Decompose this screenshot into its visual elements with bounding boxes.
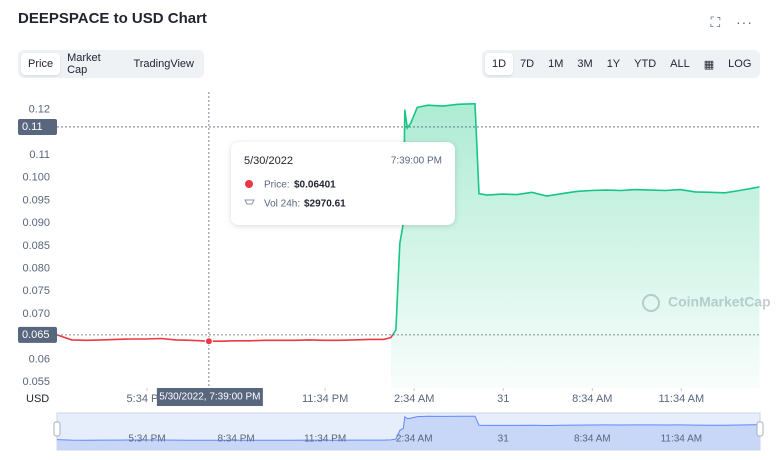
tooltip-time: 7:39:00 PM (391, 156, 442, 167)
navigator-tick-label: 2:34 AM (396, 434, 433, 445)
range-button[interactable]: 1Y (606, 58, 621, 70)
log-button[interactable]: LOG (728, 58, 752, 70)
price-label: 0.065 (22, 329, 50, 341)
price-line (56, 103, 760, 342)
navigator-tick-label: 11:34 PM (304, 434, 346, 445)
range-button[interactable]: YTD (634, 58, 657, 70)
y-tick-label: 0.06 (29, 353, 50, 365)
x-tick-label: 2:34 AM (394, 393, 434, 405)
tooltip-date: 5/30/2022 (244, 155, 293, 167)
price-area (390, 103, 760, 388)
x-tick-label: 11:34 AM (659, 393, 705, 405)
x-tick-label: 31 (497, 393, 509, 405)
price-label: 0.11 (22, 121, 43, 133)
calendar-button[interactable]: ▦ (703, 58, 715, 71)
tab-group: Price Market Cap TradingView (18, 50, 204, 78)
x-tick-label: 11:34 PM (302, 393, 348, 405)
navigator-tick-label: 8:34 PM (217, 434, 254, 445)
crosshair-label: 5/30/2022, 7:39:00 PM (159, 392, 260, 403)
tooltip-volume: $2970.61 (304, 199, 346, 210)
y-tick-label: 0.080 (22, 263, 50, 275)
navigator-handle[interactable] (756, 421, 764, 437)
toolbar-icons[interactable]: ⛶ ··· (710, 14, 753, 30)
y-tick-label: 0.12 (29, 104, 50, 116)
chart-title: DEEPSPACE to USD Chart (18, 10, 207, 27)
y-tick-label: 0.11 (29, 149, 50, 161)
tab-button[interactable]: TradingView (133, 58, 194, 70)
x-tick-label: 8:34 AM (572, 393, 612, 405)
y-tick-label: 0.075 (22, 285, 50, 297)
crosshair-label-box (156, 388, 263, 406)
y-tick-label: 0.055 (22, 376, 50, 388)
navigator-area (57, 416, 760, 450)
navigator-tick-label: 11:34 AM (661, 434, 703, 445)
y-tick-label: 0.100 (22, 172, 50, 184)
range-button[interactable]: 1D (485, 53, 514, 75)
tooltip-dot (245, 180, 253, 188)
tooltip-box (231, 142, 455, 225)
tooltip-price-label: Price: (264, 180, 290, 191)
range-button[interactable]: 3M (577, 58, 593, 70)
range-button[interactable]: ALL (670, 58, 690, 70)
price-label-box (18, 118, 57, 135)
y-tick-label: 0.085 (22, 240, 50, 252)
y-tick-label: 0.070 (22, 308, 50, 320)
range-group: 1D 7D 1M 3M 1Y YTD ALL ▦ LOG (482, 50, 760, 78)
range-button[interactable]: 1M (548, 58, 564, 70)
hover-point (204, 337, 213, 346)
navigator-line (56, 415, 760, 441)
y-tick-label: 0.090 (22, 217, 50, 229)
tab-button[interactable]: Market Cap (67, 52, 101, 76)
tooltip-volume-label: Vol 24h: (264, 199, 300, 210)
tooltip-vol-icon (244, 199, 255, 205)
navigator-tick-label: 5:34 PM (128, 434, 165, 445)
navigator-handle[interactable] (53, 421, 61, 437)
price-label-box (18, 326, 57, 343)
axis-unit: USD (26, 393, 49, 405)
range-button[interactable]: 7D (520, 58, 535, 70)
navigator-tick-label: 31 (498, 434, 510, 445)
navigator-tick-label: 8:34 AM (574, 434, 611, 445)
tab-button[interactable]: Price (21, 53, 61, 75)
tooltip-price: $0.06401 (294, 180, 336, 191)
y-tick-label: 0.095 (22, 194, 50, 206)
